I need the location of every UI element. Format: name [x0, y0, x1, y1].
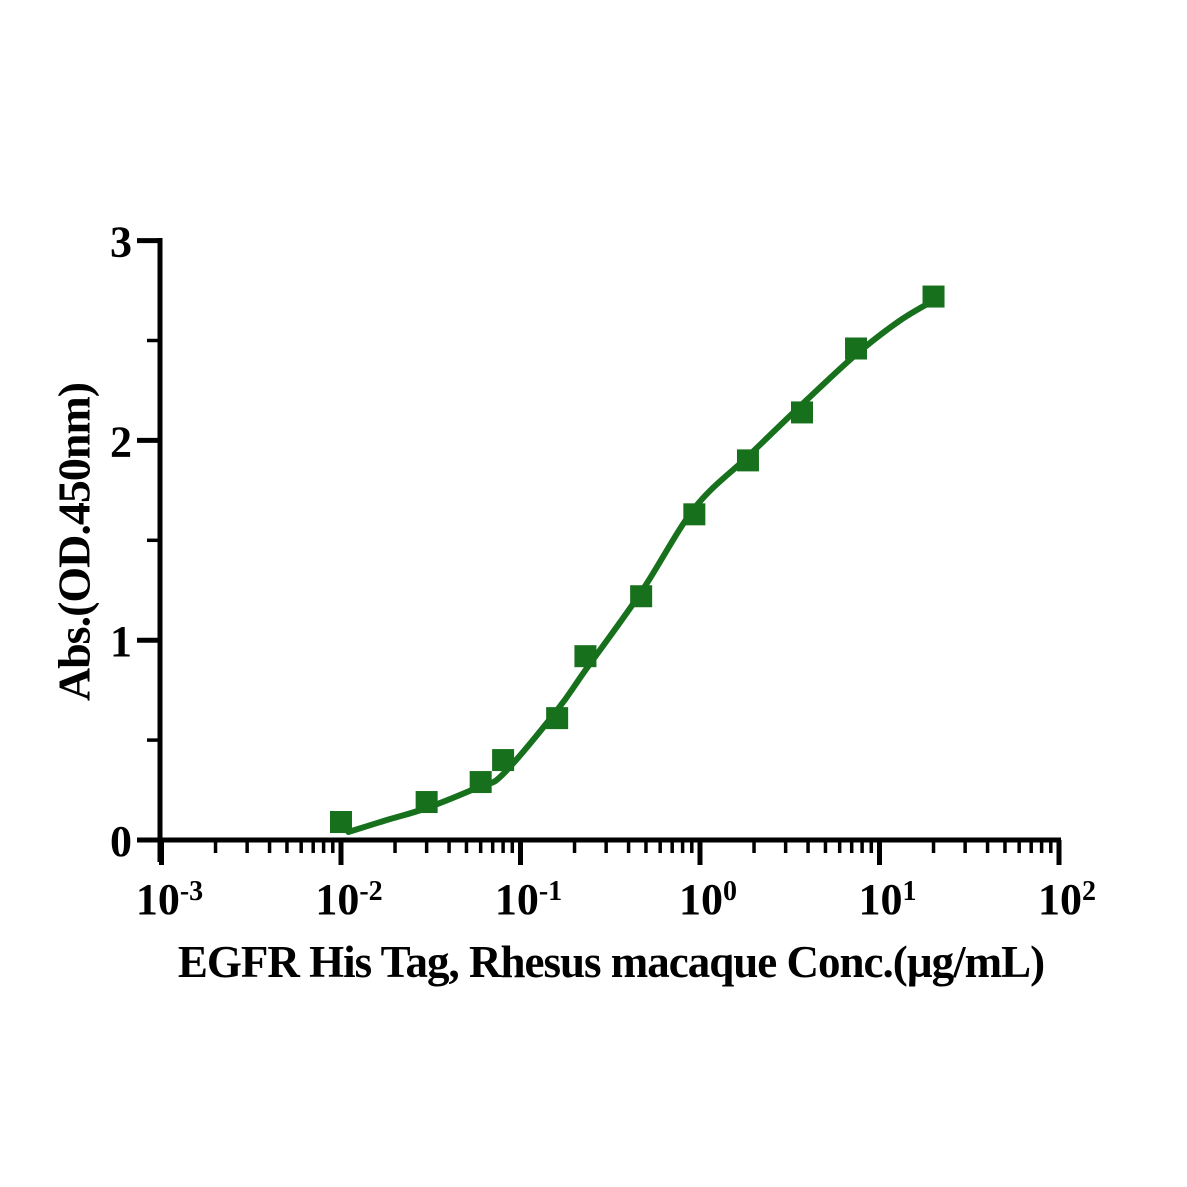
x-tick-label: 10-2: [315, 875, 382, 924]
x-tick-labels: 10-3 10-2 10-1 100 101 102: [136, 875, 1096, 924]
data-point-marker: [630, 585, 653, 608]
fit-curve-path: [345, 297, 937, 835]
data-point-marker: [492, 749, 515, 772]
x-tick-label: 10-3: [136, 875, 203, 924]
data-point-marker: [330, 811, 352, 834]
data-point-marker: [922, 285, 945, 308]
data-point-series: [330, 285, 945, 834]
x-tick-label: 101: [859, 875, 917, 924]
y-tick-label: 3: [110, 218, 132, 267]
axes: [157, 238, 1061, 862]
y-tick-label: 1: [110, 617, 132, 666]
y-axis-ticks: [137, 238, 160, 843]
x-tick-label: 102: [1038, 875, 1096, 924]
y-tick-labels: 3 2 1 0: [110, 218, 132, 866]
data-point-marker: [736, 449, 759, 472]
y-tick-label: 2: [110, 417, 132, 466]
data-point-marker: [574, 645, 597, 668]
x-axis-ticks: [159, 840, 1062, 865]
data-point-marker: [415, 791, 438, 814]
data-point-marker: [845, 337, 868, 360]
data-point-marker: [546, 707, 569, 730]
y-tick-label: 0: [110, 817, 132, 866]
fit-curve: [345, 297, 937, 835]
x-tick-label: 10-1: [495, 875, 562, 924]
x-tick-label: 100: [679, 875, 737, 924]
data-point-marker: [469, 771, 492, 794]
data-point-marker: [790, 401, 813, 424]
data-point-marker: [683, 503, 706, 526]
y-axis-title: Abs.(OD.450nm): [48, 382, 100, 702]
x-axis-title: EGFR His Tag, Rhesus macaque Conc.(µg/mL…: [177, 937, 1045, 987]
